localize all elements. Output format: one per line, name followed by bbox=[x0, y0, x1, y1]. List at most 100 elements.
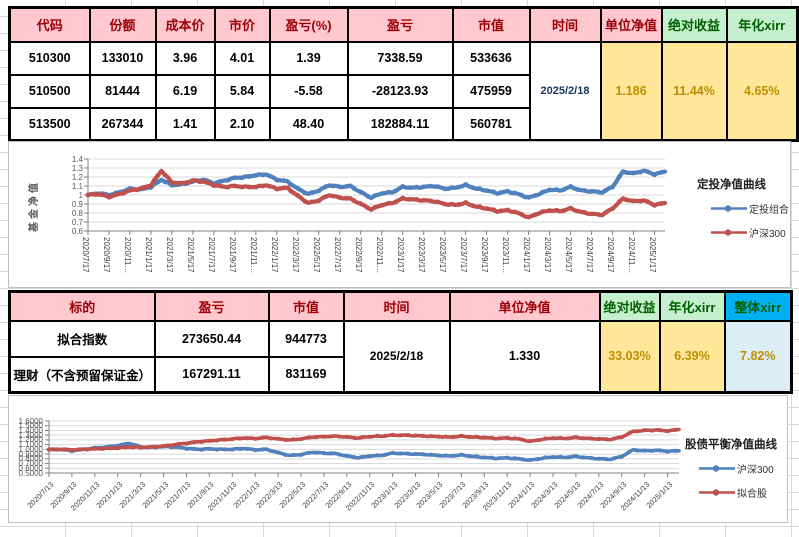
series-marker bbox=[474, 454, 479, 459]
header-annual-xirr[interactable]: 年化xirr bbox=[658, 290, 726, 322]
series-marker bbox=[554, 187, 559, 192]
cell-overall-xirr[interactable]: 7.82% bbox=[723, 319, 793, 394]
series-marker bbox=[519, 192, 524, 198]
cell-market-price[interactable]: 4.01 bbox=[213, 40, 271, 76]
legend-item[interactable]: 沪深300 bbox=[697, 225, 789, 240]
cell-market-price[interactable]: 5.84 bbox=[213, 73, 271, 109]
cell-time[interactable]: 2025/2/18 bbox=[342, 319, 451, 394]
series-marker bbox=[352, 455, 357, 460]
series-marker bbox=[54, 447, 59, 452]
balance-nav-chart[interactable]: 1.6000 1.5000 1.4000 1.3000 1.2000 1.1000 1.00… bbox=[8, 395, 788, 523]
cell-cost-price[interactable]: 6.19 bbox=[154, 73, 216, 109]
header-annual-xirr[interactable]: 年化xirr bbox=[725, 6, 799, 43]
cell-code[interactable]: 510500 bbox=[8, 73, 91, 109]
series-marker bbox=[329, 434, 334, 439]
cell-market-value[interactable]: 533636 bbox=[451, 40, 531, 76]
series-marker bbox=[222, 437, 227, 442]
header-code[interactable]: 代码 bbox=[8, 6, 91, 43]
cell-unit-nav[interactable]: 1.186 bbox=[599, 40, 663, 142]
cell-pnl[interactable]: 182884.11 bbox=[346, 106, 454, 142]
series-marker bbox=[610, 206, 615, 212]
x-tick-label: 2023/7/17 bbox=[458, 237, 468, 273]
legend-item[interactable]: 沪深300 bbox=[685, 461, 777, 476]
header-abs-return[interactable]: 绝对收益 bbox=[598, 290, 661, 322]
header-market-price[interactable]: 市价 bbox=[213, 6, 271, 43]
header-time[interactable]: 时间 bbox=[528, 6, 602, 43]
x-tick-label: 2023/5/17 bbox=[437, 237, 447, 273]
x-tick-label: 2020/7/17 bbox=[81, 237, 90, 273]
series-marker bbox=[596, 212, 601, 217]
series-marker bbox=[624, 197, 629, 203]
y-tick-label: 1.4 bbox=[71, 154, 83, 164]
cell-target[interactable]: 理财（不含预留保证金） bbox=[8, 355, 156, 394]
cell-target[interactable]: 拟合指数 bbox=[8, 319, 156, 358]
header-unit-nav[interactable]: 单位净值 bbox=[448, 290, 601, 322]
cell-pnl-pct[interactable]: 1.39 bbox=[268, 40, 349, 76]
cell-shares[interactable]: 81444 bbox=[88, 73, 157, 109]
series-marker bbox=[232, 183, 238, 189]
cell-market-value[interactable]: 560781 bbox=[451, 106, 531, 142]
series-marker bbox=[344, 434, 349, 439]
series-marker bbox=[127, 187, 133, 193]
y-tick-label: 1.4000 bbox=[18, 425, 43, 435]
series-marker bbox=[470, 203, 476, 209]
chart-title: 定投净值曲线 bbox=[697, 179, 766, 191]
series-marker bbox=[645, 169, 650, 174]
cell-time[interactable]: 2025/2/18 bbox=[528, 40, 602, 142]
header-target[interactable]: 标的 bbox=[8, 290, 156, 322]
cell-annual-xirr[interactable]: 6.39% bbox=[658, 319, 726, 394]
series-marker bbox=[246, 174, 252, 179]
legend-item[interactable]: 定投组合 bbox=[697, 201, 789, 216]
header-cost-price[interactable]: 成本价 bbox=[154, 6, 216, 43]
dca-nav-chart[interactable]: 1.4 1.3 1.2 1.1 1 0.9 0.8 0.7 0.6 2020/7/17 2020/9… bbox=[8, 141, 791, 288]
series-marker bbox=[351, 185, 357, 191]
table-row: 510500 81444 6.19 5.84 -5.58 -28123.93 475959 bbox=[8, 73, 798, 109]
legend-item[interactable]: 拟合股 bbox=[685, 485, 777, 500]
header-abs-return[interactable]: 绝对收益 bbox=[660, 6, 728, 43]
header-unit-nav[interactable]: 单位净值 bbox=[599, 6, 663, 43]
header-market-value[interactable]: 市值 bbox=[451, 6, 531, 43]
cell-shares[interactable]: 267344 bbox=[88, 106, 157, 142]
cell-market-value[interactable]: 831169 bbox=[267, 355, 345, 394]
cell-pnl-pct[interactable]: 48.40 bbox=[268, 106, 349, 142]
series-marker bbox=[260, 447, 265, 452]
header-pnl[interactable]: 盈亏 bbox=[153, 290, 270, 322]
cell-pnl[interactable]: 7338.59 bbox=[346, 40, 454, 76]
series-marker bbox=[316, 198, 322, 204]
portfolio-table: 标的 盈亏 市值 时间 单位净值 绝对收益 年化xirr 整体xirr 拟合指数 273650.4… bbox=[8, 290, 793, 394]
cell-annual-xirr[interactable]: 4.65% bbox=[725, 40, 799, 142]
cell-code[interactable]: 513500 bbox=[8, 106, 91, 142]
series-marker bbox=[379, 202, 385, 208]
header-time[interactable]: 时间 bbox=[342, 290, 451, 322]
series-marker bbox=[367, 434, 372, 439]
series-marker bbox=[283, 452, 288, 457]
series-marker bbox=[192, 446, 197, 451]
series-marker bbox=[398, 433, 403, 438]
header-market-value[interactable]: 市值 bbox=[267, 290, 345, 322]
cell-pnl[interactable]: 273650.44 bbox=[153, 319, 270, 358]
cell-pnl[interactable]: 167291.11 bbox=[153, 355, 270, 394]
y-tick-label: 1.1 bbox=[71, 181, 83, 191]
series-marker bbox=[239, 184, 245, 190]
y-tick-label: 1.2 bbox=[71, 172, 83, 182]
cell-pnl-pct[interactable]: -5.58 bbox=[268, 73, 349, 109]
series-marker bbox=[184, 446, 189, 451]
header-shares[interactable]: 份额 bbox=[88, 6, 157, 43]
header-pnl[interactable]: 盈亏 bbox=[346, 6, 454, 43]
cell-market-value[interactable]: 475959 bbox=[451, 73, 531, 109]
cell-cost-price[interactable]: 1.41 bbox=[154, 106, 216, 142]
cell-shares[interactable]: 133010 bbox=[88, 40, 157, 76]
cell-abs-return[interactable]: 33.03% bbox=[598, 319, 661, 394]
series-marker bbox=[498, 190, 503, 195]
cell-unit-nav[interactable]: 1.330 bbox=[448, 319, 601, 394]
cell-code[interactable]: 510300 bbox=[8, 40, 91, 76]
cell-pnl[interactable]: -28123.93 bbox=[346, 73, 454, 109]
cell-market-price[interactable]: 2.10 bbox=[213, 106, 271, 142]
series-marker bbox=[498, 208, 503, 214]
header-overall-xirr[interactable]: 整体xirr bbox=[723, 290, 793, 322]
cell-cost-price[interactable]: 3.96 bbox=[154, 40, 216, 76]
header-pnl-pct[interactable]: 盈亏(%) bbox=[268, 6, 349, 43]
legend-marker-icon bbox=[711, 229, 747, 236]
cell-market-value[interactable]: 944773 bbox=[267, 319, 345, 358]
cell-abs-return[interactable]: 11.44% bbox=[660, 40, 728, 142]
